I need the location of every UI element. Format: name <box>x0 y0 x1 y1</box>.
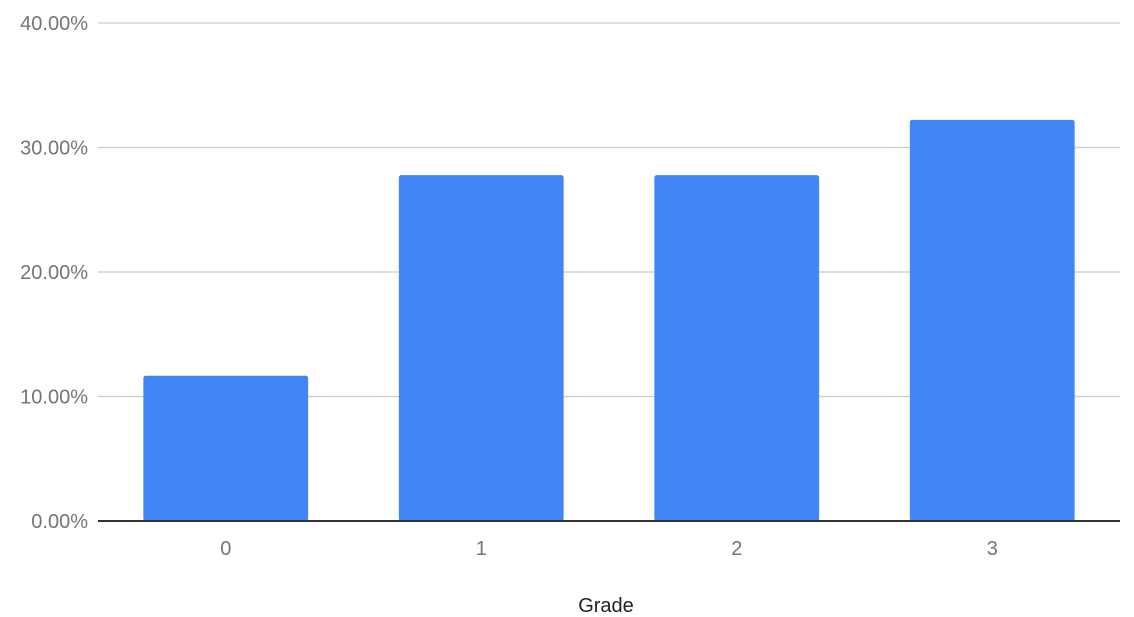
y-tick-label: 30.00% <box>20 138 88 160</box>
x-axis-title: Grade <box>578 595 634 617</box>
bars <box>143 119 1075 522</box>
y-tick-label: 10.00% <box>20 387 88 409</box>
x-tick-label: 1 <box>476 538 487 560</box>
bar-3 <box>909 119 1075 522</box>
x-tick-label: 3 <box>987 538 998 560</box>
bar-1 <box>398 175 564 521</box>
y-axis-tick-labels: 0.00% 10.00% 20.00% 30.00% 40.00% <box>20 13 88 533</box>
y-tick-label: 0.00% <box>31 511 88 533</box>
bar-2 <box>654 175 820 521</box>
y-tick-label: 40.00% <box>20 13 88 35</box>
y-tick-label: 20.00% <box>20 262 88 284</box>
x-tick-label: 0 <box>220 538 231 560</box>
x-axis-tick-labels: 0 1 2 3 <box>220 538 998 560</box>
x-tick-label: 2 <box>731 538 742 560</box>
bar-0 <box>143 375 309 521</box>
